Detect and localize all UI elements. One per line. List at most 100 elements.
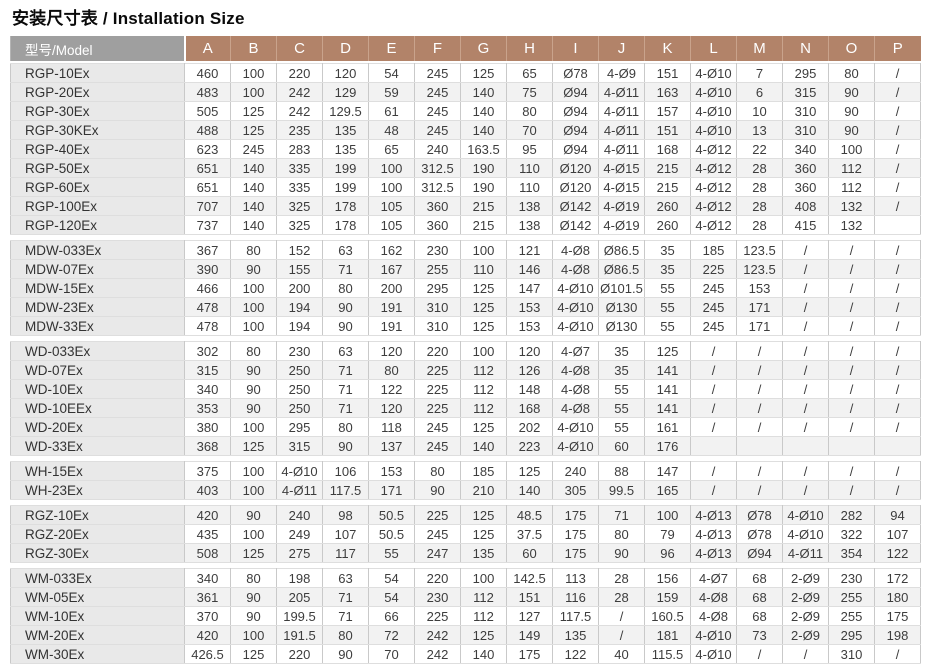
- model-cell: WM-10Ex: [10, 606, 185, 626]
- page-title: 安装尺寸表 / Installation Size: [12, 9, 245, 28]
- table-row-WD-33Ex: WD-33Ex 368 125 315 90 137 245 140 223 4-Ø10 60 176: [10, 436, 921, 456]
- value-cell-O: 230: [828, 568, 875, 588]
- value-cell-O: 310: [828, 644, 875, 664]
- value-cell-A: 420: [184, 505, 231, 525]
- value-cell-G: 125: [460, 63, 507, 83]
- value-cell-K: 181: [644, 625, 691, 645]
- value-cell-O: /: [828, 398, 875, 418]
- value-cell-P: /: [874, 480, 921, 500]
- value-cell-E: 191: [368, 297, 415, 317]
- value-cell-B: 125: [230, 101, 277, 121]
- value-cell-B: 100: [230, 417, 277, 437]
- value-cell-J: 90: [598, 543, 645, 563]
- table-row-RGP-40Ex: RGP-40Ex 623 245 283 135 65 240 163.5 95 Ø94 4-Ø11…: [10, 139, 921, 159]
- model-cell: RGZ-10Ex: [10, 505, 185, 525]
- value-cell-C: 230: [276, 341, 323, 361]
- value-cell-O: 112: [828, 158, 875, 178]
- value-cell-F: 225: [414, 398, 461, 418]
- value-cell-H: 127: [506, 606, 553, 626]
- value-cell-M: 171: [736, 297, 783, 317]
- value-cell-P: /: [874, 177, 921, 197]
- value-cell-B: 245: [230, 139, 277, 159]
- value-cell-D: 135: [322, 120, 369, 140]
- value-cell-I: Ø120: [552, 177, 599, 197]
- value-cell-L: /: [690, 379, 737, 399]
- value-cell-O: 255: [828, 587, 875, 607]
- value-cell-M: 13: [736, 120, 783, 140]
- value-cell-N: 310: [782, 101, 829, 121]
- model-cell: WD-07Ex: [10, 360, 185, 380]
- value-cell-P: /: [874, 360, 921, 380]
- value-cell-F: 245: [414, 101, 461, 121]
- value-cell-C: 235: [276, 120, 323, 140]
- value-cell-I: 4-Ø10: [552, 436, 599, 456]
- value-cell-I: Ø94: [552, 101, 599, 121]
- model-cell: WD-10Ex: [10, 379, 185, 399]
- value-cell-G: 140: [460, 82, 507, 102]
- value-cell-L: /: [690, 360, 737, 380]
- value-cell-F: 225: [414, 360, 461, 380]
- model-cell: WM-20Ex: [10, 625, 185, 645]
- value-cell-L: 4-Ø10: [690, 625, 737, 645]
- value-cell-N: /: [782, 480, 829, 500]
- value-cell-F: 245: [414, 524, 461, 544]
- value-cell-A: 460: [184, 63, 231, 83]
- value-cell-N: 4-Ø10: [782, 524, 829, 544]
- value-cell-G: 100: [460, 240, 507, 260]
- value-cell-L: 4-Ø10: [690, 63, 737, 83]
- value-cell-L: [690, 436, 737, 456]
- value-cell-M: /: [736, 379, 783, 399]
- value-cell-E: 72: [368, 625, 415, 645]
- column-header-H: H: [506, 36, 553, 61]
- value-cell-C: 250: [276, 398, 323, 418]
- value-cell-M: [736, 436, 783, 456]
- value-cell-L: 4-Ø7: [690, 568, 737, 588]
- value-cell-I: 135: [552, 625, 599, 645]
- column-header-G: G: [460, 36, 507, 61]
- value-cell-I: 240: [552, 461, 599, 481]
- value-cell-K: 141: [644, 379, 691, 399]
- value-cell-J: 4-Ø9: [598, 63, 645, 83]
- value-cell-N: /: [782, 461, 829, 481]
- value-cell-C: 155: [276, 259, 323, 279]
- value-cell-E: 66: [368, 606, 415, 626]
- value-cell-I: 116: [552, 587, 599, 607]
- column-header-F: F: [414, 36, 461, 61]
- value-cell-K: 260: [644, 215, 691, 235]
- table-row-RGZ-20Ex: RGZ-20Ex 435 100 249 107 50.5 245 125 37.5 175 80 7…: [10, 524, 921, 544]
- value-cell-I: 4-Ø10: [552, 417, 599, 437]
- value-cell-J: 4-Ø11: [598, 82, 645, 102]
- value-cell-D: 199: [322, 177, 369, 197]
- value-cell-H: 120: [506, 341, 553, 361]
- value-cell-O: 132: [828, 196, 875, 216]
- value-cell-P: 122: [874, 543, 921, 563]
- value-cell-F: 225: [414, 606, 461, 626]
- model-cell: WD-033Ex: [10, 341, 185, 361]
- value-cell-O: 100: [828, 139, 875, 159]
- value-cell-O: /: [828, 379, 875, 399]
- value-cell-F: 220: [414, 341, 461, 361]
- value-cell-B: 125: [230, 644, 277, 664]
- value-cell-I: 117.5: [552, 606, 599, 626]
- value-cell-K: 156: [644, 568, 691, 588]
- value-cell-M: Ø78: [736, 524, 783, 544]
- value-cell-A: 420: [184, 625, 231, 645]
- value-cell-M: /: [736, 398, 783, 418]
- value-cell-H: 48.5: [506, 505, 553, 525]
- table-group-6: WM-033Ex 340 80 198 63 54 220 100 142.5 113 28 156 4…: [10, 568, 921, 664]
- value-cell-M: /: [736, 644, 783, 664]
- value-cell-P: 94: [874, 505, 921, 525]
- value-cell-J: 4-Ø11: [598, 139, 645, 159]
- value-cell-K: 55: [644, 316, 691, 336]
- value-cell-I: Ø142: [552, 196, 599, 216]
- value-cell-L: /: [690, 480, 737, 500]
- value-cell-G: 112: [460, 606, 507, 626]
- model-cell: RGP-30KEx: [10, 120, 185, 140]
- table-row-WM-20Ex: WM-20Ex 420 100 191.5 80 72 242 125 149 135/181 4-…: [10, 625, 921, 645]
- value-cell-D: 71: [322, 379, 369, 399]
- value-cell-P: 198: [874, 625, 921, 645]
- value-cell-B: 100: [230, 524, 277, 544]
- value-cell-H: 95: [506, 139, 553, 159]
- model-cell: RGP-50Ex: [10, 158, 185, 178]
